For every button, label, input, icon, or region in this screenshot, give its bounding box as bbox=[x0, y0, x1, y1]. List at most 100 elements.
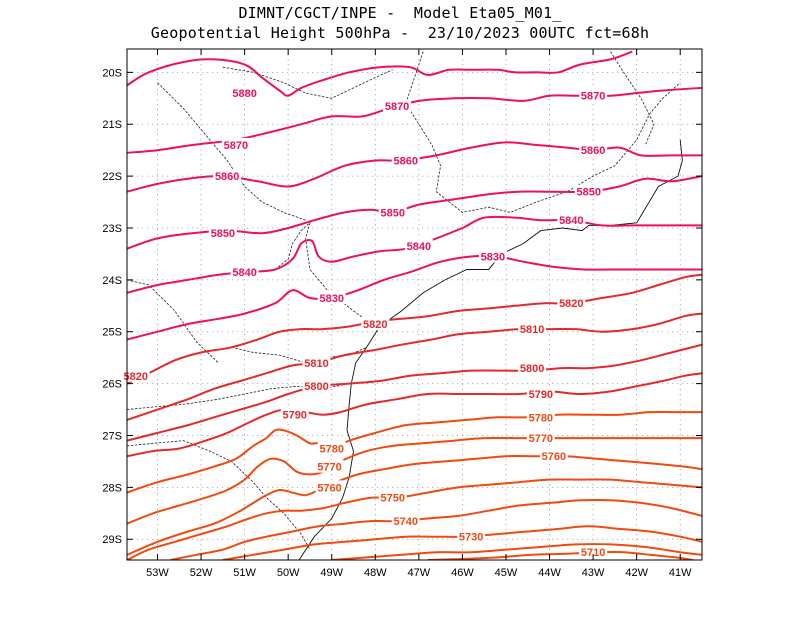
contour-label-bg bbox=[457, 529, 486, 543]
lat-tick-label: 24S bbox=[102, 275, 122, 287]
map-title-line-2: Geopotential Height 500hPa - 23/10/2023 … bbox=[150, 24, 650, 42]
contour-label-5860: 5860 bbox=[394, 156, 418, 168]
contour-label-5800: 5800 bbox=[304, 381, 328, 393]
lat-tick-label: 27S bbox=[102, 430, 122, 442]
contour-5830 bbox=[127, 254, 702, 341]
contour-label-5840: 5840 bbox=[232, 267, 256, 279]
axes: 20S 21S 22S 23S 24S 25S 26S 27S 28S 29S 53W 52W 51W 5… bbox=[102, 49, 702, 579]
map-title-line-1: DIMNT/CGCT/INPE - Model Eta05_M01_ bbox=[238, 4, 562, 22]
contour-label-5770: 5770 bbox=[317, 462, 341, 474]
contour-label-5870: 5870 bbox=[385, 101, 409, 113]
contour-label-bg bbox=[213, 169, 242, 183]
contour-label-bg bbox=[557, 213, 586, 227]
contour-label-5780: 5780 bbox=[529, 412, 553, 424]
contour-label-bg bbox=[302, 355, 331, 369]
contour-label-5760: 5760 bbox=[542, 451, 566, 463]
contour-label-5740: 5740 bbox=[394, 516, 418, 528]
contour-5820 bbox=[127, 273, 702, 385]
coastline bbox=[298, 139, 683, 560]
lon-tick-label: 51W bbox=[233, 567, 256, 579]
contour-label-5860: 5860 bbox=[581, 145, 605, 157]
contour-label-bg bbox=[526, 386, 555, 400]
contour-label-5710: 5710 bbox=[581, 547, 605, 559]
contour-label-bg bbox=[378, 490, 407, 504]
contour-label-bg bbox=[317, 441, 346, 455]
contour-label-bg bbox=[478, 249, 507, 263]
contour-5790 bbox=[127, 372, 702, 458]
contour-label-bg bbox=[391, 153, 420, 167]
contour-label-bg bbox=[574, 184, 603, 198]
lat-tick-label: 22S bbox=[102, 171, 122, 183]
contour-label-bg bbox=[518, 361, 547, 375]
contour-5810 bbox=[127, 312, 702, 421]
contour-label-5850: 5850 bbox=[211, 228, 235, 240]
state-border bbox=[405, 51, 681, 213]
contour-label-bg bbox=[221, 137, 250, 151]
contour-label-bg bbox=[579, 88, 608, 102]
contour-label-bg bbox=[518, 322, 547, 336]
contour-label-bg bbox=[230, 265, 259, 279]
contour-label-5810: 5810 bbox=[520, 324, 544, 336]
lon-tick-label: 44W bbox=[538, 567, 561, 579]
contour-label-5820: 5820 bbox=[559, 298, 583, 310]
lat-tick-label: 23S bbox=[102, 223, 122, 235]
contour-label-bg bbox=[378, 205, 407, 219]
lon-tick-label: 46W bbox=[451, 567, 474, 579]
lon-tick-label: 41W bbox=[669, 567, 692, 579]
contour-labels: 5880 5870 5870 5870 5860 5860 5860 5850 5850 5850… bbox=[121, 86, 608, 559]
contour-label-bg bbox=[317, 291, 346, 305]
contour-label-5800: 5800 bbox=[520, 363, 544, 375]
contour-label-5780: 5780 bbox=[319, 443, 343, 455]
contour-label-bg bbox=[315, 459, 344, 473]
contour-label-5840: 5840 bbox=[407, 241, 431, 253]
contour-label-bg bbox=[526, 410, 555, 424]
contour-label-5850: 5850 bbox=[380, 207, 404, 219]
contour-label-bg bbox=[230, 86, 259, 100]
coastline-path bbox=[298, 139, 683, 560]
contour-label-5790: 5790 bbox=[529, 389, 553, 401]
contour-label-bg bbox=[361, 316, 390, 330]
lon-tick-label: 49W bbox=[320, 567, 343, 579]
contour-label-bg bbox=[404, 239, 433, 253]
contour-label-5850: 5850 bbox=[577, 187, 601, 199]
lon-tick-label: 50W bbox=[277, 567, 300, 579]
contour-label-bg bbox=[579, 143, 608, 157]
contour-label-bg bbox=[280, 407, 309, 421]
contour-label-5730: 5730 bbox=[459, 532, 483, 544]
lon-tick-label: 52W bbox=[190, 567, 213, 579]
lon-tick-label: 42W bbox=[625, 567, 648, 579]
lat-tick-label: 21S bbox=[102, 119, 122, 131]
contour-5800 bbox=[127, 343, 702, 442]
lon-tick-label: 53W bbox=[146, 567, 169, 579]
contour-label-5870: 5870 bbox=[581, 91, 605, 103]
plot-background bbox=[127, 49, 702, 560]
lon-tick-label: 48W bbox=[364, 567, 387, 579]
contour-label-5760: 5760 bbox=[317, 482, 341, 494]
contour-label-5860: 5860 bbox=[215, 171, 239, 183]
contour-label-bg bbox=[539, 449, 568, 463]
contour-label-5830: 5830 bbox=[481, 252, 505, 264]
contour-label-5880: 5880 bbox=[232, 88, 256, 100]
state-border bbox=[274, 221, 376, 327]
contour-label-5840: 5840 bbox=[559, 215, 583, 227]
lat-tick-label: 26S bbox=[102, 379, 122, 391]
contour-5760 bbox=[127, 455, 702, 556]
contour-label-bg bbox=[302, 379, 331, 393]
contour-label-5810: 5810 bbox=[304, 358, 328, 370]
contour-5720 bbox=[331, 543, 702, 560]
lat-tick-label: 20S bbox=[102, 67, 122, 79]
contour-label-bg bbox=[383, 99, 412, 113]
contour-label-bg bbox=[579, 545, 608, 559]
contour-5880 bbox=[127, 50, 633, 97]
contour-label-5870: 5870 bbox=[224, 140, 248, 152]
state-border bbox=[127, 440, 311, 550]
contour-label-5770: 5770 bbox=[529, 433, 553, 445]
lat-tick-label: 25S bbox=[102, 327, 122, 339]
contour-label-bg bbox=[208, 226, 237, 240]
contour-label-5830: 5830 bbox=[319, 293, 343, 305]
contour-label-5820: 5820 bbox=[123, 371, 147, 383]
contour-label-bg bbox=[391, 514, 420, 528]
lon-tick-label: 45W bbox=[495, 567, 518, 579]
contour-5750 bbox=[127, 478, 702, 560]
